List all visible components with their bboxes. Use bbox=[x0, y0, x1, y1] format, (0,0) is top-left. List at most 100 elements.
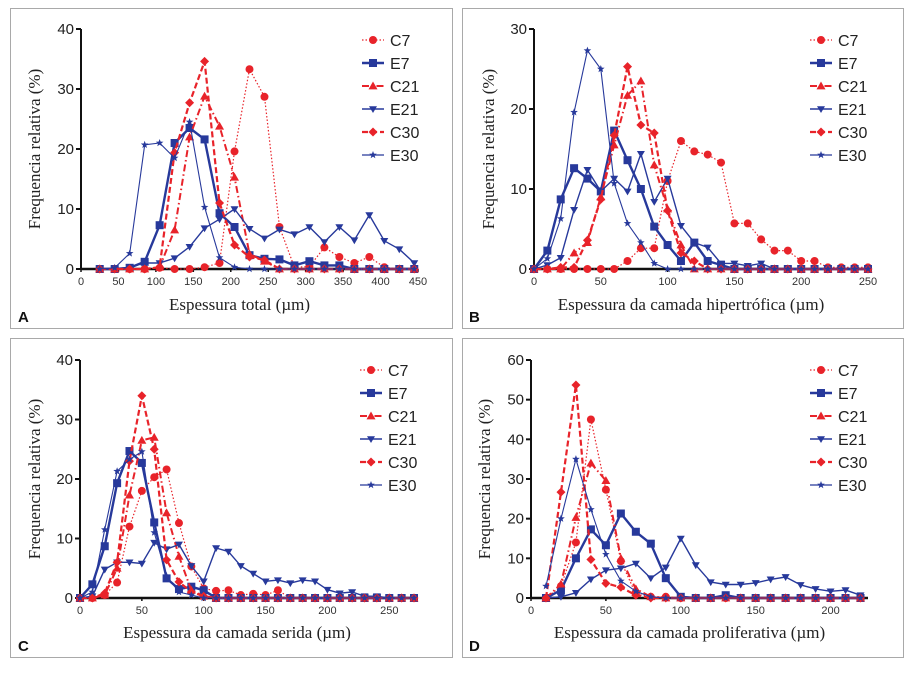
data-point bbox=[650, 199, 659, 206]
panel-label: C bbox=[18, 638, 29, 655]
data-point bbox=[601, 541, 610, 550]
x-tick-label: 150 bbox=[746, 605, 764, 617]
x-tick-label: 350 bbox=[334, 276, 352, 288]
data-point bbox=[650, 244, 659, 253]
legend-entry: E30 bbox=[838, 478, 867, 495]
data-point bbox=[275, 226, 284, 234]
data-point bbox=[200, 263, 209, 272]
data-point bbox=[623, 257, 632, 265]
data-point bbox=[140, 260, 149, 267]
data-point bbox=[583, 174, 592, 183]
data-point bbox=[137, 486, 146, 495]
data-point bbox=[311, 594, 319, 602]
panel-label: A bbox=[18, 309, 29, 326]
data-point bbox=[556, 214, 565, 222]
y-tick-label: 30 bbox=[507, 471, 524, 488]
data-point bbox=[155, 262, 165, 272]
series-e21 bbox=[76, 539, 418, 602]
data-point bbox=[137, 391, 147, 401]
data-point bbox=[335, 594, 344, 602]
data-point bbox=[230, 263, 239, 271]
data-point bbox=[249, 570, 258, 578]
data-point bbox=[797, 257, 806, 265]
data-point bbox=[706, 579, 715, 587]
data-point bbox=[275, 255, 284, 264]
data-point bbox=[586, 525, 595, 534]
y-tick-label: 20 bbox=[507, 511, 524, 528]
data-point bbox=[215, 253, 224, 261]
legend-marker bbox=[816, 127, 826, 137]
data-point bbox=[125, 559, 134, 567]
data-point bbox=[286, 580, 295, 588]
data-point bbox=[311, 578, 320, 586]
data-point bbox=[616, 582, 626, 592]
data-point bbox=[323, 586, 332, 594]
data-point bbox=[290, 265, 299, 273]
data-point bbox=[162, 508, 172, 517]
data-point bbox=[155, 139, 164, 147]
series-line bbox=[533, 129, 868, 271]
data-point bbox=[766, 594, 775, 602]
legend: C7 E7 C21 E21 C30 E30 bbox=[810, 33, 867, 165]
data-point bbox=[320, 243, 329, 252]
x-tick-label: 400 bbox=[371, 276, 389, 288]
data-point bbox=[690, 147, 699, 156]
data-point bbox=[170, 255, 179, 263]
data-point bbox=[215, 209, 224, 218]
data-point bbox=[631, 527, 640, 536]
data-point bbox=[556, 195, 565, 204]
data-point bbox=[410, 594, 418, 602]
data-point bbox=[200, 56, 210, 66]
legend-marker bbox=[369, 36, 377, 44]
data-point bbox=[373, 594, 381, 602]
series-e30 bbox=[542, 455, 865, 602]
legend-marker bbox=[369, 59, 377, 67]
x-tick-label: 300 bbox=[296, 276, 314, 288]
data-point bbox=[199, 578, 208, 586]
data-point bbox=[662, 594, 670, 602]
data-point bbox=[661, 564, 670, 572]
legend-entry: E21 bbox=[838, 432, 867, 449]
data-point bbox=[138, 447, 146, 455]
data-point bbox=[689, 256, 699, 266]
data-point bbox=[273, 577, 282, 585]
data-point bbox=[572, 455, 580, 463]
x-tick-label: 150 bbox=[256, 605, 274, 617]
data-point bbox=[175, 588, 183, 596]
y-tick-label: 20 bbox=[510, 101, 527, 118]
data-point bbox=[796, 582, 805, 589]
x-tick-label: 200 bbox=[792, 276, 810, 288]
data-point bbox=[348, 589, 357, 597]
data-point bbox=[616, 565, 625, 573]
data-point bbox=[305, 265, 314, 273]
data-point bbox=[583, 46, 592, 54]
legend-marker bbox=[369, 151, 377, 159]
data-point bbox=[100, 566, 109, 574]
data-point bbox=[88, 588, 97, 596]
data-point bbox=[826, 588, 835, 596]
legend-entry: E21 bbox=[390, 102, 419, 119]
x-tick-label: 200 bbox=[821, 605, 839, 617]
data-point bbox=[556, 255, 565, 262]
data-point bbox=[113, 578, 122, 587]
data-point bbox=[187, 563, 196, 570]
series-c30 bbox=[529, 62, 873, 274]
data-point bbox=[224, 548, 233, 556]
x-tick-label: 100 bbox=[672, 605, 690, 617]
x-tick-label: 50 bbox=[136, 605, 148, 617]
data-point bbox=[230, 206, 239, 213]
data-point bbox=[743, 219, 752, 228]
data-point bbox=[185, 265, 194, 273]
x-axis-label: Espessura da camada hipertrófica (µm) bbox=[558, 295, 825, 314]
data-point bbox=[691, 594, 700, 602]
data-point bbox=[632, 587, 640, 595]
data-point bbox=[125, 455, 134, 463]
series-line bbox=[534, 65, 868, 271]
series-line bbox=[99, 126, 415, 271]
legend-marker bbox=[817, 59, 825, 67]
series-line bbox=[533, 50, 868, 270]
data-point bbox=[636, 76, 646, 85]
series-line bbox=[80, 468, 414, 599]
legend-entry: C7 bbox=[388, 363, 409, 380]
